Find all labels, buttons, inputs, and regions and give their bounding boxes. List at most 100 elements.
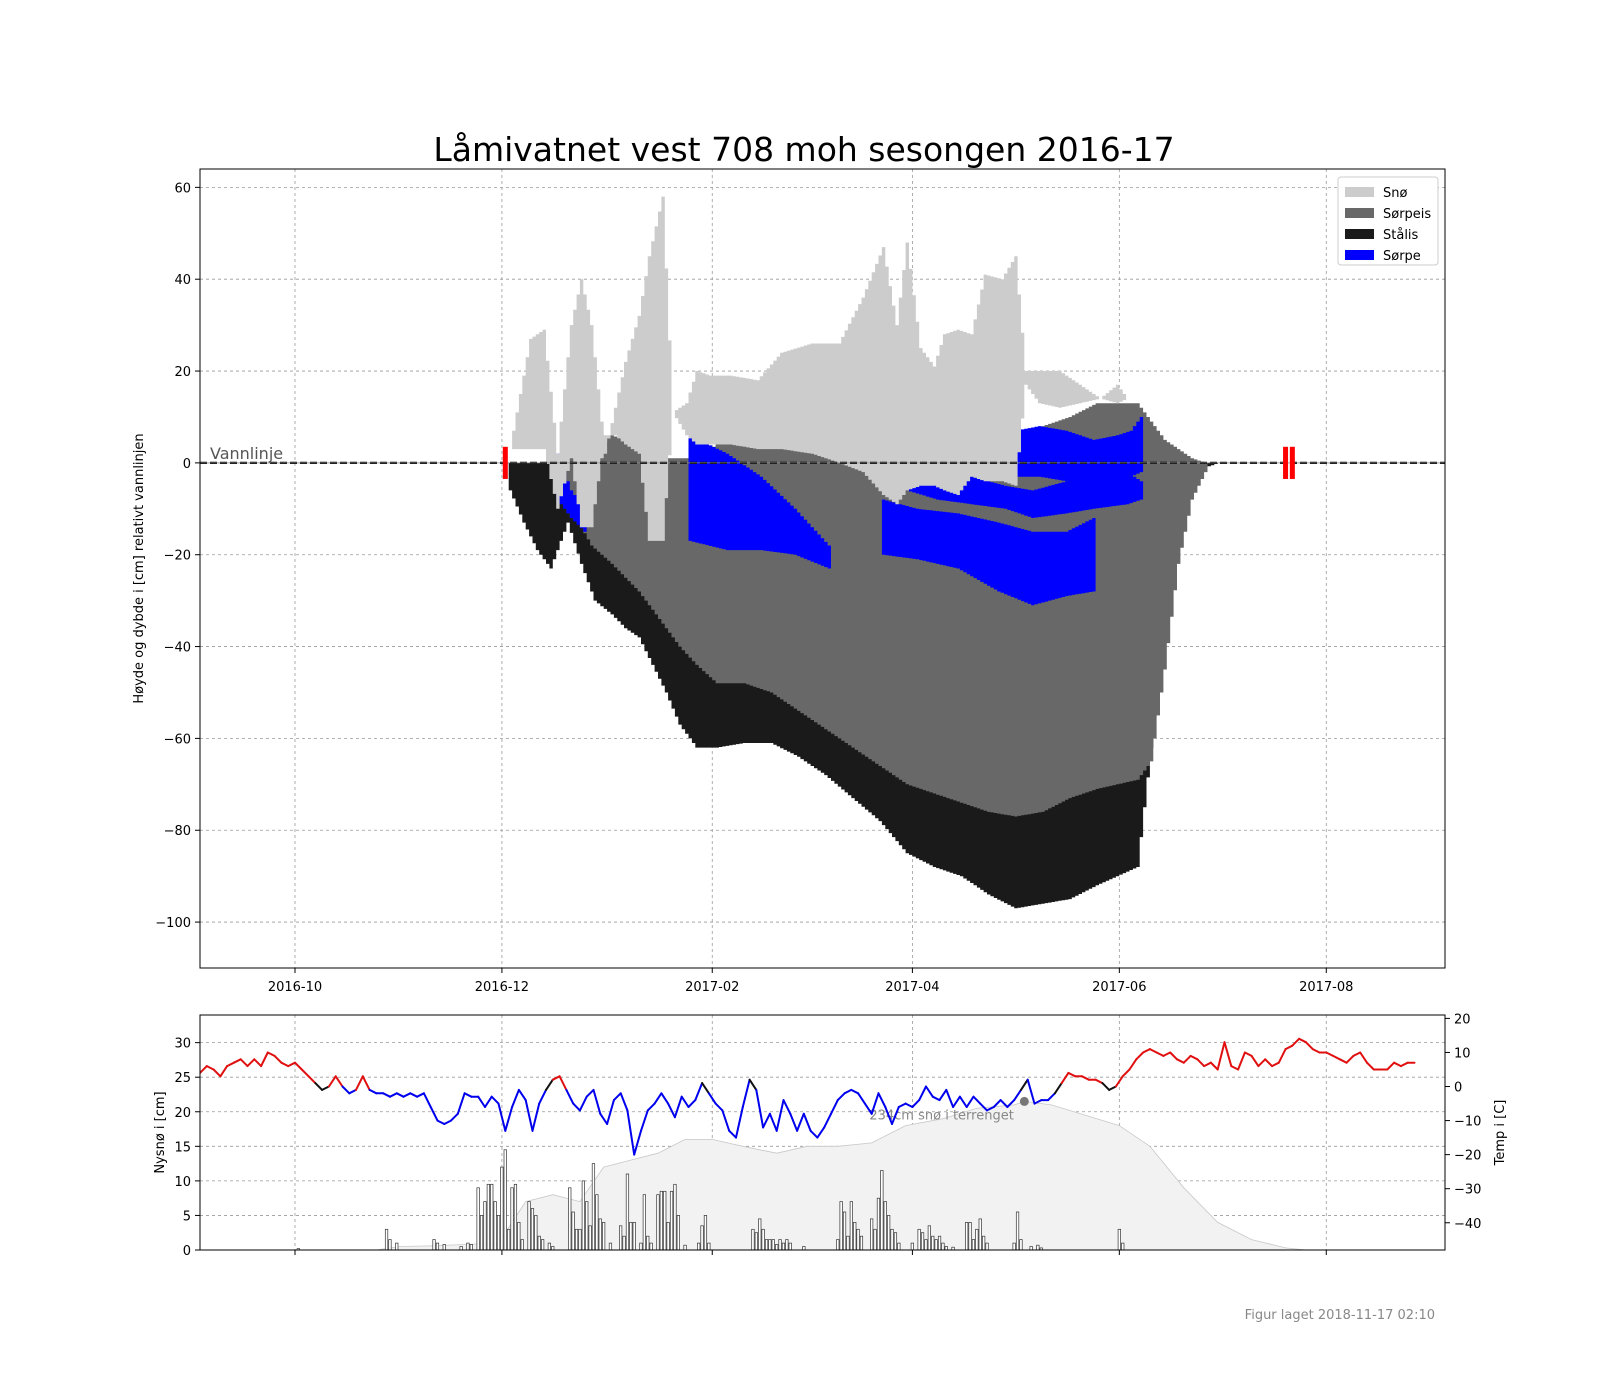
y-tick-label-right: 0 (1454, 1081, 1462, 1096)
temperature-segment (802, 1112, 812, 1132)
temperature-segment (789, 1112, 799, 1132)
legend: Snø Sørpeis Stålis Sørpe (1337, 176, 1439, 266)
temperature-segment (443, 1119, 452, 1125)
temperature-segment (1243, 1051, 1253, 1057)
temperature-segment (925, 1085, 934, 1098)
temperature-segment (545, 1078, 554, 1091)
temperature-segment (212, 1068, 222, 1078)
new-snow-bar (1012, 1242, 1016, 1250)
temperature-segment (1277, 1048, 1287, 1064)
new-snow-bar (978, 1218, 982, 1250)
temperature-segment (1114, 1075, 1124, 1088)
new-snow-bar (971, 1239, 976, 1250)
new-snow-bar (893, 1232, 898, 1250)
new-snow-bar (496, 1215, 501, 1250)
y-tick-label-right: −30 (1454, 1183, 1481, 1198)
y-tick-label: −80 (164, 824, 191, 839)
new-snow-bar (771, 1239, 775, 1250)
temperature-segment (368, 1088, 378, 1095)
temperature-segment (551, 1075, 561, 1081)
new-snow-bar (883, 1201, 887, 1250)
new-snow-bar (1036, 1244, 1040, 1250)
new-snow-bar (846, 1235, 850, 1250)
new-snow-bar (625, 1173, 630, 1250)
temperature-segment (572, 1102, 581, 1112)
temperature-segment (1386, 1061, 1396, 1071)
new-snow-bar (646, 1235, 650, 1250)
temperature-segment (341, 1085, 351, 1095)
legend-box (1337, 176, 1439, 266)
slush-band (905, 439, 1144, 518)
temperature-segment (565, 1088, 575, 1105)
y-tick-label: −100 (155, 916, 191, 931)
temperature-segment (911, 1099, 921, 1108)
temperature-segment (979, 1102, 988, 1112)
temperature-segment (660, 1092, 670, 1105)
new-snow-bar (574, 1228, 579, 1250)
temperature-segment (1298, 1037, 1307, 1044)
new-snow-bar (683, 1244, 687, 1250)
temperature-segment (768, 1112, 778, 1132)
temperature-segment (1142, 1048, 1151, 1054)
temperature-segment (307, 1075, 317, 1085)
temperature-segment (1176, 1058, 1185, 1064)
temperature-segment (680, 1095, 690, 1108)
temperature-segment (1169, 1051, 1178, 1061)
x-tick-label: 2017-02 (685, 980, 739, 995)
temperature-segment (836, 1092, 846, 1102)
temperature-segment (538, 1088, 547, 1105)
temperature-segment (870, 1092, 880, 1115)
new-snow-bar (527, 1201, 531, 1250)
new-snow-bar (639, 1242, 643, 1250)
temperature-segment (422, 1092, 432, 1108)
top-plot-frame (199, 168, 1446, 969)
temperature-segment (972, 1095, 982, 1105)
temperature-segment (938, 1088, 948, 1102)
temperature-segment (748, 1078, 758, 1091)
terrain-marker (1019, 1096, 1029, 1106)
temperature-segment (531, 1102, 541, 1132)
temperature-segment (1047, 1092, 1056, 1102)
snow-temperature-plot: 234cm snø i terrenget 0 5 10 15 20 25 30 20 10 0 −1… (153, 1012, 1508, 1259)
new-snow-bar (880, 1170, 884, 1250)
legend-label: Stålis (1383, 228, 1419, 243)
temperature-segment (626, 1109, 636, 1156)
new-snow-bar (486, 1183, 490, 1250)
new-snow-bar (985, 1242, 989, 1250)
temperature-segment (863, 1102, 873, 1115)
y-tick-label-left: 5 (183, 1209, 191, 1224)
temperature-segment (1325, 1051, 1335, 1057)
temperature-segment (219, 1065, 229, 1078)
temperature-segment (490, 1095, 500, 1105)
temperature-segment (830, 1099, 839, 1115)
new-snow-bar (619, 1225, 623, 1250)
new-snow-bar (588, 1225, 592, 1250)
new-snow-bar (920, 1232, 925, 1250)
new-snow-bar (442, 1244, 446, 1250)
temperature-segment (260, 1051, 269, 1068)
temperature-segment (246, 1058, 256, 1068)
temperature-segment (592, 1088, 602, 1115)
new-snow-bar (602, 1222, 606, 1250)
new-snow-bar (534, 1215, 538, 1250)
new-snow-bar (595, 1194, 599, 1250)
x-tick-label: 2017-04 (885, 980, 939, 995)
temperature-segment (1182, 1054, 1192, 1064)
temperature-segment (348, 1088, 357, 1095)
new-snow-bar (435, 1242, 440, 1250)
new-snow-bar (778, 1239, 782, 1250)
temperature-segment (1271, 1061, 1280, 1068)
temperature-segment (1081, 1075, 1090, 1081)
new-snow-bar (663, 1190, 667, 1250)
temperature-segment (958, 1095, 968, 1108)
temperature-segment (965, 1095, 975, 1108)
new-snow-bar (1117, 1228, 1121, 1250)
temperature-segment (646, 1102, 656, 1112)
temperature-segment (1393, 1061, 1402, 1068)
temperature-segment (585, 1088, 595, 1098)
temperature-segment (816, 1126, 826, 1139)
y-tick-label: 40 (174, 273, 191, 288)
new-snow-bar (937, 1235, 942, 1250)
new-snow-bar (768, 1239, 772, 1250)
new-snow-bar (836, 1239, 840, 1250)
